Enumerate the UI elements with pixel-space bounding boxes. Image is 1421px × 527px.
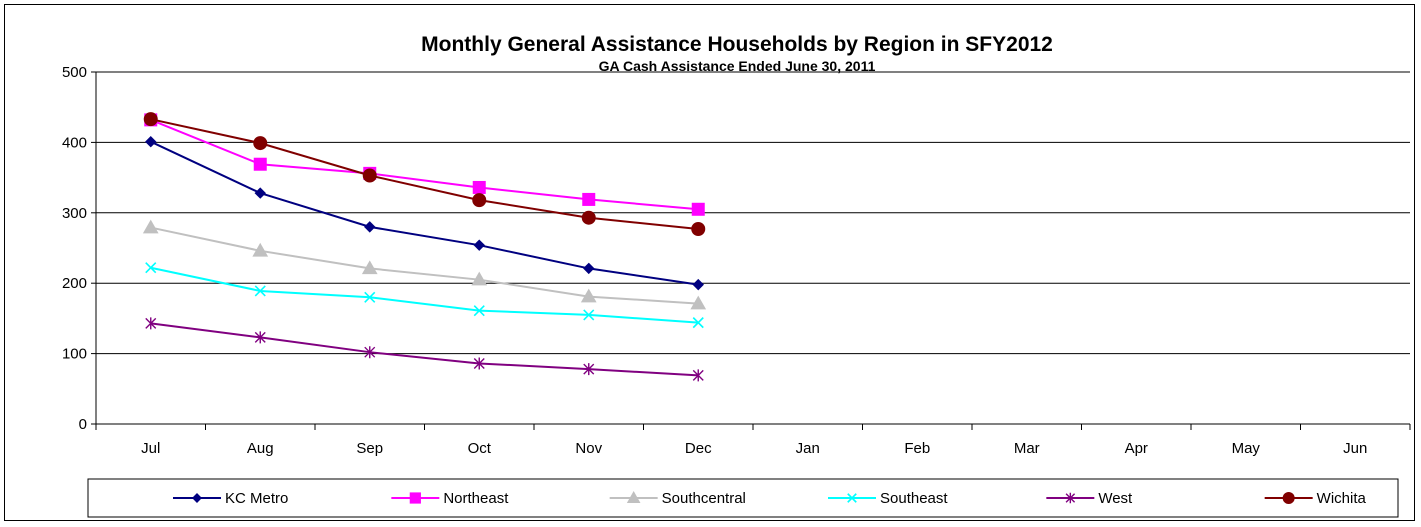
legend-label: Southcentral [662,490,746,507]
x-tick-label: May [1232,440,1261,457]
series-line [150,118,699,211]
data-point-diamond [364,221,376,233]
y-tick-label: 200 [62,275,87,292]
data-point-star [364,346,376,359]
data-point-star [692,369,704,382]
data-point-diamond [473,239,485,251]
data-point-square [691,202,705,216]
series-line [150,322,699,377]
data-point-diamond [583,262,595,275]
data-point-circle [1282,491,1295,505]
legend-label: KC Metro [225,490,288,507]
series-lines [142,112,707,382]
legend-label: Northeast [443,490,509,507]
legend-item: West [1046,490,1133,507]
chart-title: Monthly General Assistance Households by… [421,33,1053,56]
data-point-circle [472,193,487,208]
data-point-triangle [580,288,597,303]
data-point-triangle [471,271,488,286]
series-kc-metro [145,135,704,291]
data-point-circle [143,112,158,127]
x-tick-label: Dec [685,440,712,457]
data-point-x [145,262,157,274]
axes: 0 100 200 300 400 500 Jul Aug Sep Oct Nov Dec Jan Feb… [62,64,1411,457]
data-point-x [254,285,266,297]
data-point-square [582,192,596,206]
gridlines [96,71,1410,355]
legend-item: Southcentral [609,490,746,507]
data-point-triangle [626,491,641,503]
legend-item: KC Metro [173,490,288,507]
data-point-circle [691,221,706,236]
data-point-diamond [192,493,202,503]
series-southcentral [142,219,707,310]
series-southeast [145,262,704,329]
series-wichita [143,112,706,236]
data-point-diamond [145,135,157,148]
data-point-triangle [361,260,378,275]
data-point-triangle [690,295,707,310]
x-tick-label: Apr [1125,440,1148,457]
x-tick-label: Feb [904,440,930,457]
series-northeast [144,113,705,216]
data-point-x [692,317,704,329]
data-point-triangle [252,242,269,257]
data-point-star [583,363,595,376]
data-point-star [145,317,157,330]
data-point-triangle [142,219,159,234]
legend-item: Wichita [1264,490,1367,507]
data-point-x [583,309,595,321]
legend-label: West [1098,490,1133,507]
y-tick-label: 300 [62,205,87,222]
series-line [150,140,699,286]
y-tick-label: 100 [62,346,87,363]
series-line [150,226,699,305]
data-point-diamond [254,187,266,199]
data-point-x [847,493,857,503]
y-tick-label: 400 [62,134,87,151]
y-tick-label: 500 [62,64,87,81]
data-point-circle [362,168,377,183]
data-point-square [253,157,267,171]
y-tick-label: 0 [79,416,87,433]
x-tick-label: Mar [1014,440,1040,457]
data-point-square [409,492,421,504]
data-point-square [472,180,486,194]
data-point-circle [253,136,268,151]
data-point-star [473,357,485,370]
data-point-circle [581,210,596,225]
legend-label: Wichita [1317,490,1367,507]
x-tick-label: Oct [468,440,492,457]
x-tick-label: Nov [575,440,602,457]
x-tick-label: Jul [141,440,160,457]
data-point-x [364,291,376,303]
legend: KC Metro Northeast Southcentral Southeast We… [87,478,1399,518]
data-point-x [473,305,485,317]
x-tick-label: Jun [1343,440,1367,457]
legend-box [87,478,1399,518]
series-line [150,118,699,230]
legend-label: Southeast [880,490,948,507]
x-tick-label: Aug [247,440,274,457]
x-tick-label: Sep [356,440,383,457]
data-point-diamond [692,278,704,291]
series-west [145,317,704,382]
chart-frame [4,4,1415,521]
legend-item: Southeast [828,490,948,507]
x-tick-label: Jan [796,440,820,457]
chart-subtitle: GA Cash Assistance Ended June 30, 2011 [599,58,876,74]
data-point-star [254,331,266,344]
data-point-star [1065,492,1076,504]
legend-item: Northeast [391,490,509,507]
series-line [150,266,699,324]
